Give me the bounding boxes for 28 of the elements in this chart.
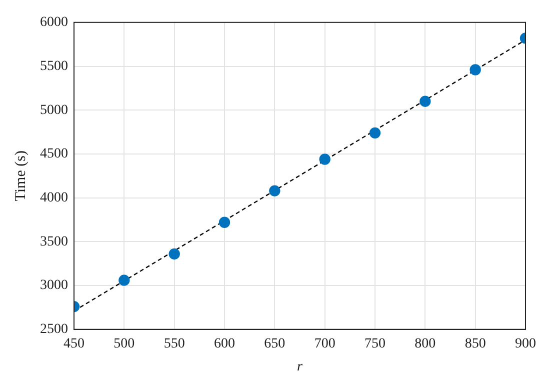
point (420, 96, 431, 107)
y-tick-label: 2500 (40, 322, 68, 338)
x-tick-label: 650 (264, 336, 286, 352)
point (269, 185, 280, 196)
x-tick-label: 500 (114, 336, 135, 352)
y-tick-label: 4000 (40, 190, 68, 206)
point (218, 216, 230, 228)
y-tick-label: 5500 (40, 58, 68, 74)
y-tick-label: 5000 (40, 102, 68, 118)
x-tick-label: 450 (64, 336, 84, 352)
y-tick-label: 4500 (40, 146, 68, 162)
x-tick-label: 850 (464, 336, 486, 352)
point (369, 127, 381, 139)
y-tick-label: 6000 (40, 15, 68, 30)
y-tick-label: 3000 (40, 278, 68, 294)
point (319, 154, 330, 165)
point (168, 248, 180, 260)
point (470, 64, 481, 76)
x-tick-label: 600 (214, 336, 235, 352)
x-tick-label: 900 (515, 336, 536, 352)
x-tick-label: 700 (314, 336, 336, 352)
x-tick-label: 800 (414, 336, 436, 352)
point (118, 274, 130, 286)
x-axis-title: r (297, 359, 304, 374)
x-tick-label: 550 (164, 336, 185, 352)
y-axis-title: Time (s) (12, 150, 29, 202)
x-tick-label: 750 (364, 336, 386, 352)
y-tick-label: 3500 (40, 234, 68, 250)
